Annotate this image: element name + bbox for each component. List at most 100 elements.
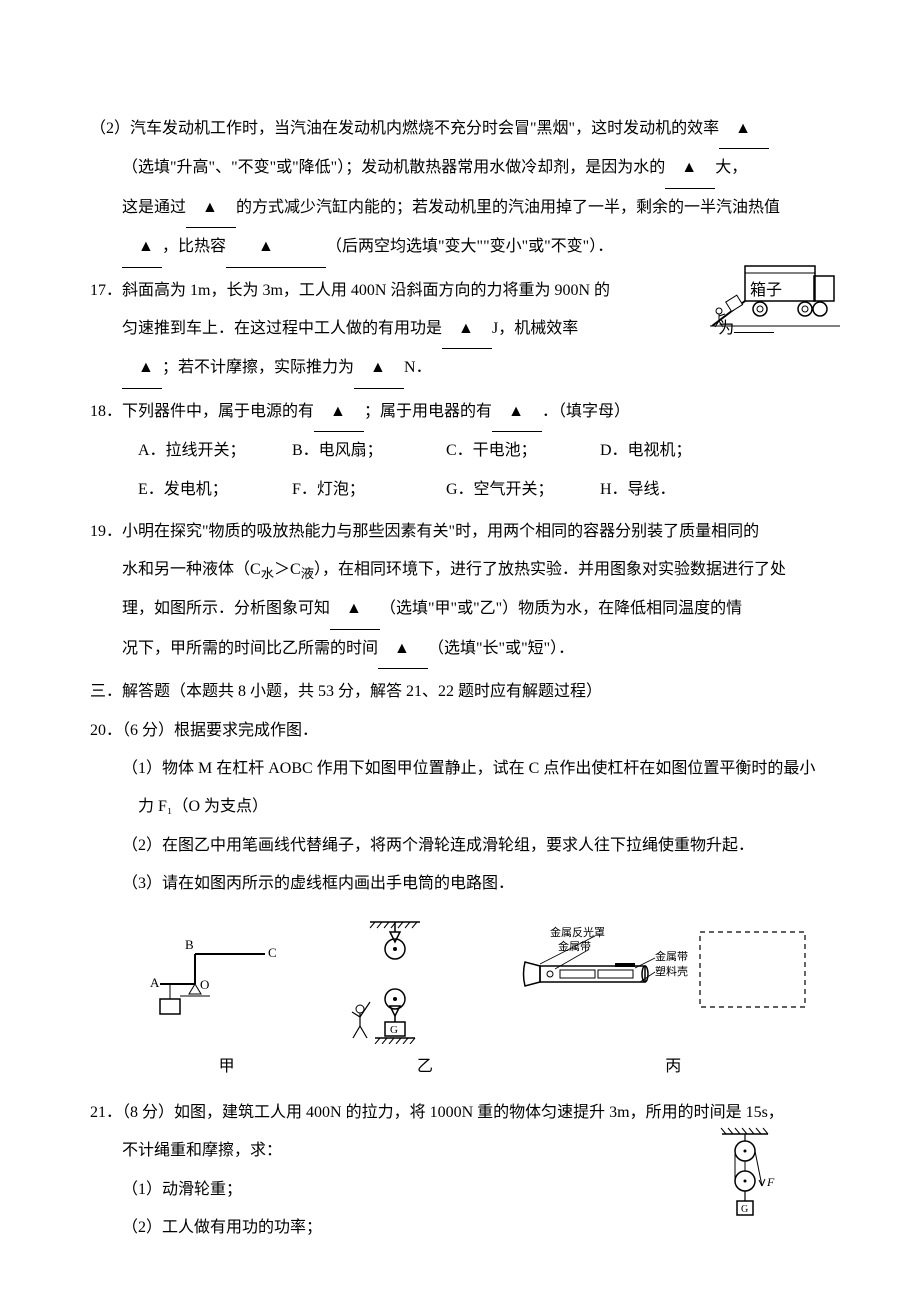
q20-figures-row: A B C O G 金属反 bbox=[90, 914, 830, 1044]
q16-2-line3: 这是通过 ▲ 的方式减少汽缸内能的；若发动机里的汽油用掉了一半，剩余的一半汽油热… bbox=[90, 189, 830, 228]
q21-text: （8 分）如图，建筑工人用 400N 的拉力，将 1000N 重的物体匀速提升 … bbox=[122, 1104, 784, 1121]
blank: ▲ bbox=[378, 630, 428, 669]
svg-text:G: G bbox=[390, 1024, 398, 1036]
blank: ▲ bbox=[186, 189, 236, 228]
svg-text:B: B bbox=[185, 937, 194, 952]
option-C: C．干电池； bbox=[446, 432, 596, 470]
option-H: H．导线． bbox=[600, 471, 750, 509]
q19-text: 况下，甲所需的时间比乙所需的时间 bbox=[122, 640, 378, 657]
q18-options-row1: A．拉线开关； B．电风扇； C．干电池； D．电视机； bbox=[90, 432, 830, 470]
question-19: 19．小明在探究"物质的吸放热能力与那些因素有关"时，用两个相同的容器分别装了质… bbox=[90, 513, 830, 669]
figure-yi-pulley: G bbox=[330, 914, 440, 1044]
question-18: 18．下列器件中，属于电源的有 ▲ ；属于用电器的有 ▲ ．（填字母） A．拉线… bbox=[90, 393, 830, 509]
q17-text: 匀速推到车上．在这过程中工人做的有用功是 bbox=[122, 320, 442, 337]
option-E: E．发电机； bbox=[138, 471, 288, 509]
svg-text:金属反光罩: 金属反光罩 bbox=[550, 925, 605, 939]
q16-2-text: （2）汽车发动机工作时，当汽油在发动机内燃烧不充分时会冒"黑烟"，这时发动机的效… bbox=[90, 120, 719, 137]
question-21: F G 21．（8 分）如图，建筑工人用 400N 的拉力，将 1000N 重的… bbox=[90, 1094, 830, 1248]
q18-text: ．（填字母） bbox=[542, 403, 630, 420]
blank: ▲ bbox=[226, 228, 326, 267]
q16-2-text: （后两空均选填"变大""变小"或"不变"）． bbox=[326, 238, 613, 255]
q20-part1b: 力 F₁（O 为支点） bbox=[90, 788, 830, 826]
q19-text: 水和另一种液体（C bbox=[122, 561, 261, 578]
q17-line3: ▲ ；若不计摩擦，实际推力为 ▲ N． bbox=[90, 349, 830, 388]
figure-label-bing: 丙 bbox=[533, 1048, 813, 1086]
q18-options-row2: E．发电机； F．灯泡； G．空气开关； H．导线． bbox=[90, 471, 830, 509]
subscript-water: 水 bbox=[261, 566, 274, 581]
svg-text:塑料壳: 塑料壳 bbox=[655, 964, 688, 978]
question-20: 20．（6 分）根据要求完成作图． （1）物体 M 在杠杆 AOBC 作用下如图… bbox=[90, 712, 830, 1086]
svg-text:C: C bbox=[268, 945, 277, 960]
q19-text: （选填"长"或"短"）． bbox=[428, 640, 574, 657]
q16-2-line1: （2）汽车发动机工作时，当汽油在发动机内燃烧不充分时会冒"黑烟"，这时发动机的效… bbox=[90, 110, 830, 149]
q18-num: 18． bbox=[90, 403, 122, 420]
svg-text:G: G bbox=[741, 1204, 748, 1215]
blank: ▲ bbox=[665, 149, 715, 188]
blank: ▲ bbox=[314, 393, 364, 432]
q20-num: 20． bbox=[90, 722, 122, 739]
blank: ▲ bbox=[330, 590, 380, 629]
q20-p1-text: （1）物体 M 在杠杆 AOBC 作用下如图甲位置静止，试在 C 点作出使杠杆在… bbox=[122, 760, 815, 777]
blank: ▲ bbox=[122, 349, 162, 388]
q19-text: （选填"甲"或"乙"）物质为水，在降低相同温度的情 bbox=[380, 600, 742, 617]
q21-text: 不计绳重和摩擦，求： bbox=[122, 1142, 282, 1159]
q19-line3: 理，如图所示．分析图象可知 ▲ （选填"甲"或"乙"）物质为水，在降低相同温度的… bbox=[90, 590, 830, 629]
section-3-title: 三．解答题（本题共 8 小题，共 53 分，解答 21、22 题时应有解题过程） bbox=[90, 673, 830, 711]
blank: ▲ bbox=[719, 110, 769, 149]
figure-bing-flashlight: 金属反光罩 金属带 金属带 塑料壳 bbox=[480, 924, 810, 1034]
q19-line2: 水和另一种液体（C水＞C液），在相同环境下，进行了放热实验．并用图象对实验数据进… bbox=[90, 551, 830, 590]
figure-jia-lever: A B C O bbox=[140, 929, 290, 1029]
q20-p3-text: （3）请在如图丙所示的虚线框内画出手电筒的电路图． bbox=[122, 875, 514, 892]
question-17: 17．斜面高为 1m，长为 3m，工人用 400N 沿斜面方向的力将重为 900… bbox=[90, 272, 830, 389]
option-F: F．灯泡； bbox=[292, 471, 442, 509]
q21-pulley-figure: F G bbox=[710, 1126, 790, 1236]
q19-text: 小明在探究"物质的吸放热能力与那些因素有关"时，用两个相同的容器分别装了质量相同… bbox=[122, 523, 759, 540]
option-A: A．拉线开关； bbox=[138, 432, 288, 470]
q21-p2: （2）工人做有用功的功率； bbox=[122, 1219, 322, 1236]
blank: ▲ bbox=[354, 349, 404, 388]
q19-num: 19． bbox=[90, 523, 122, 540]
q20-title: （6 分）根据要求完成作图． bbox=[122, 722, 318, 739]
q18-text: 下列器件中，属于电源的有 bbox=[122, 403, 314, 420]
figure-label-jia: 甲 bbox=[137, 1048, 317, 1086]
q20-part3: （3）请在如图丙所示的虚线框内画出手电筒的电路图． bbox=[90, 865, 830, 903]
svg-text:F: F bbox=[766, 1175, 775, 1189]
svg-text:金属带: 金属带 bbox=[655, 949, 688, 963]
option-D: D．电视机； bbox=[600, 432, 750, 470]
q16-2-text: 这是通过 bbox=[122, 199, 186, 216]
question-16-2: （2）汽车发动机工作时，当汽油在发动机内燃烧不充分时会冒"黑烟"，这时发动机的效… bbox=[90, 110, 830, 268]
q17-text: J，机械效率 bbox=[492, 320, 578, 337]
q19-text: ＞C bbox=[274, 561, 301, 578]
q18-text: ；属于用电器的有 bbox=[364, 403, 492, 420]
q20-figure-labels: 甲 乙 丙 bbox=[90, 1048, 830, 1086]
q16-2-text: 的方式减少汽缸内能的；若发动机里的汽油用掉了一半，剩余的一半汽油热值 bbox=[236, 199, 780, 216]
option-G: G．空气开关； bbox=[446, 471, 596, 509]
q17-text: ；若不计摩擦，实际推力为 bbox=[162, 359, 354, 376]
q18-line1: 18．下列器件中，属于电源的有 ▲ ；属于用电器的有 ▲ ．（填字母） bbox=[90, 393, 830, 432]
q19-line4: 况下，甲所需的时间比乙所需的时间 ▲ （选填"长"或"短"）． bbox=[90, 630, 830, 669]
q20-part1: （1）物体 M 在杠杆 AOBC 作用下如图甲位置静止，试在 C 点作出使杠杆在… bbox=[90, 750, 830, 788]
q16-2-text: ，比热容 bbox=[162, 238, 226, 255]
q20-p2-text: （2）在图乙中用笔画线代替绳子，将两个滑轮连成滑轮组，要求人往下拉绳使重物升起． bbox=[122, 837, 754, 854]
q17-num: 17． bbox=[90, 282, 122, 299]
q17-text: 斜面高为 1m，长为 3m，工人用 400N 沿斜面方向的力将重为 900N 的 bbox=[122, 282, 610, 299]
svg-text:O: O bbox=[200, 977, 209, 992]
q20-part2: （2）在图乙中用笔画线代替绳子，将两个滑轮连成滑轮组，要求人往下拉绳使重物升起． bbox=[90, 827, 830, 865]
option-B: B．电风扇； bbox=[292, 432, 442, 470]
q16-2-line2: （选填"升高"、"不变"或"降低"）；发动机散热器常用水做冷却剂，是因为水的 ▲… bbox=[90, 149, 830, 188]
q19-line1: 19．小明在探究"物质的吸放热能力与那些因素有关"时，用两个相同的容器分别装了质… bbox=[90, 513, 830, 551]
q19-text: ），在相同环境下，进行了放热实验．并用图象对实验数据进行了处 bbox=[314, 561, 786, 578]
q20-p1b-text: 力 F₁（O 为支点） bbox=[138, 798, 268, 815]
q20-line1: 20．（6 分）根据要求完成作图． bbox=[90, 712, 830, 750]
truck-ramp-figure bbox=[710, 254, 840, 339]
q21-p1: （1）动滑轮重； bbox=[122, 1181, 242, 1198]
blank: ▲ bbox=[122, 228, 162, 267]
svg-text:A: A bbox=[150, 975, 160, 990]
q16-2-text: （选填"升高"、"不变"或"降低"）；发动机散热器常用水做冷却剂，是因为水的 bbox=[122, 159, 665, 176]
blank: ▲ bbox=[442, 310, 492, 349]
figure-label-yi: 乙 bbox=[350, 1048, 500, 1086]
blank: ▲ bbox=[492, 393, 542, 432]
q19-text: 理，如图所示．分析图象可知 bbox=[122, 600, 330, 617]
q16-2-text: 大， bbox=[715, 159, 747, 176]
subscript-liquid: 液 bbox=[301, 566, 314, 581]
